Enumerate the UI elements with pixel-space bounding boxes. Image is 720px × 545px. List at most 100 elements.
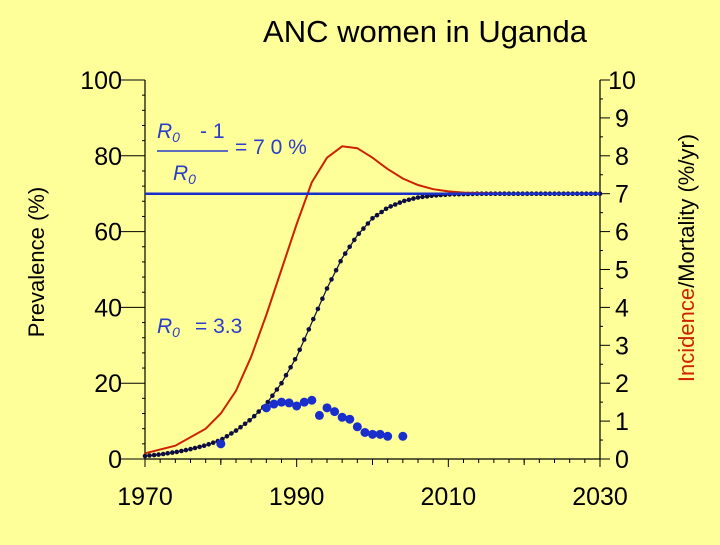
prevalence-model-point	[142, 453, 148, 459]
y-axis-label-left: Prevalence (%)	[24, 187, 49, 337]
prevalence-model-point	[265, 399, 271, 405]
prevalence-model-point	[415, 195, 421, 200]
x-tick-label: 1990	[269, 483, 325, 511]
prevalence-model-point	[151, 452, 157, 458]
prevalence-model-point	[247, 418, 252, 423]
prevalence-model-point	[288, 365, 293, 370]
prevalence-model-point	[179, 448, 184, 454]
prevalence-model-point	[192, 445, 198, 451]
prevalence-model-point	[402, 198, 407, 204]
right-tick-label: 10	[608, 67, 636, 95]
prevalence-model-point	[224, 434, 230, 439]
r0-label-symbol: R	[157, 315, 172, 338]
prevalence-model-point	[342, 251, 348, 256]
chart-title: ANC women in Uganda	[263, 14, 588, 49]
prevalence-model-point	[397, 200, 403, 205]
prevalence-model-point	[352, 237, 357, 243]
incidence-curve	[144, 145, 600, 455]
anc-observed-point	[261, 403, 271, 413]
prevalence-model-point	[411, 196, 416, 201]
anc-observed-point	[314, 410, 324, 420]
prevalence-model-point	[283, 372, 289, 378]
prevalence-model-point	[165, 451, 170, 456]
prevalence-model-point	[188, 446, 193, 452]
r0-value-annotation: R0 = 3.3	[157, 315, 242, 340]
left-tick-label: 60	[94, 219, 122, 247]
threshold-formula: R0 - 1 R0 = 7 0 %	[157, 120, 307, 187]
prevalence-model-point	[170, 450, 175, 455]
prevalence-model-point	[183, 447, 189, 453]
prevalence-model-point	[301, 337, 307, 342]
formula-r0-numerator: R0	[157, 120, 180, 145]
prevalence-model-point	[374, 212, 380, 218]
prevalence-model-point	[238, 424, 243, 430]
left-tick-label: 0	[108, 446, 122, 474]
x-tick-label: 2030	[572, 483, 628, 511]
formula-minus-one: - 1	[200, 120, 225, 143]
right-tick-label: 3	[615, 332, 629, 360]
formula-r-subscript-denominator: 0	[188, 171, 196, 187]
prevalence-model-point	[392, 202, 398, 207]
anc-observed-point	[216, 439, 226, 449]
right-tick-label: 2	[615, 370, 629, 398]
anc-observed-point	[360, 427, 370, 437]
series-layer	[142, 145, 603, 459]
left-tick-label: 20	[94, 370, 122, 398]
prevalence-model-point	[256, 409, 262, 414]
prevalence-model-point	[210, 440, 216, 446]
prevalence-model-point	[251, 413, 257, 419]
prevalence-model-point	[156, 452, 161, 457]
prevalence-model-point	[279, 380, 284, 386]
anc-observed-point	[368, 429, 377, 439]
prevalence-model-point	[379, 209, 384, 215]
right-tick-label: 1	[615, 408, 629, 436]
anc-observed-point	[345, 414, 355, 424]
right-tick-label: 0	[615, 446, 629, 474]
prevalence-model-point	[160, 451, 166, 457]
r0-label-subscript: 0	[172, 324, 180, 340]
y-axis-label-right-incidence: Incidence	[674, 288, 699, 382]
formula-r0-denominator: R0	[173, 162, 196, 187]
prevalence-model-point	[206, 442, 211, 447]
prevalence-model-point	[292, 357, 298, 362]
anc-observed-point	[277, 397, 286, 407]
prevalence-model-point	[338, 258, 343, 264]
formula-r-subscript: 0	[172, 129, 180, 145]
prevalence-model-point	[201, 443, 207, 449]
formula-r-symbol: R	[157, 120, 172, 143]
right-tick-label: 5	[615, 257, 629, 285]
prevalence-model-point	[329, 277, 334, 282]
anc-observed-point	[337, 412, 347, 422]
anc-observed-point	[269, 399, 279, 409]
prevalence-model-point	[420, 194, 425, 200]
left-tick-label: 40	[94, 294, 122, 322]
prevalence-model-point	[365, 221, 371, 226]
right-tick-label: 7	[615, 181, 629, 209]
prevalence-model-point	[274, 387, 280, 392]
formula-equals-70: = 7 0 %	[235, 136, 307, 159]
prevalence-model-point	[324, 286, 330, 291]
prevalence-model-point	[174, 449, 180, 455]
right-tick-label: 9	[615, 105, 629, 133]
x-tick-label: 1970	[117, 483, 173, 511]
formula-r-symbol-denominator: R	[173, 162, 188, 185]
prevalence-model-point	[270, 393, 275, 399]
anc-observed-point	[322, 403, 332, 413]
prevalence-model-point	[370, 216, 375, 221]
anc-observed-point	[375, 429, 385, 439]
left-tick-label: 80	[94, 143, 122, 171]
r0-label: R0	[157, 315, 180, 340]
axis-tick-labels: 0 20 40 60 80 100 0 1 2 3 4 5 6 7 8 9 10 1970 1990 2010 2030	[80, 67, 636, 511]
axis-ticks	[120, 79, 610, 467]
right-tick-label: 4	[615, 294, 629, 322]
left-tick-label: 100	[80, 67, 122, 95]
anc-observed-point	[352, 422, 362, 432]
anc-observed-point	[307, 395, 317, 405]
anc-observed-point	[299, 397, 309, 407]
prevalence-model-point	[242, 421, 248, 427]
y-axis-label-right: Incidence/Mortality (%/yr)	[674, 134, 699, 382]
prevalence-model-point	[333, 268, 339, 273]
prevalence-model-point	[306, 327, 312, 332]
